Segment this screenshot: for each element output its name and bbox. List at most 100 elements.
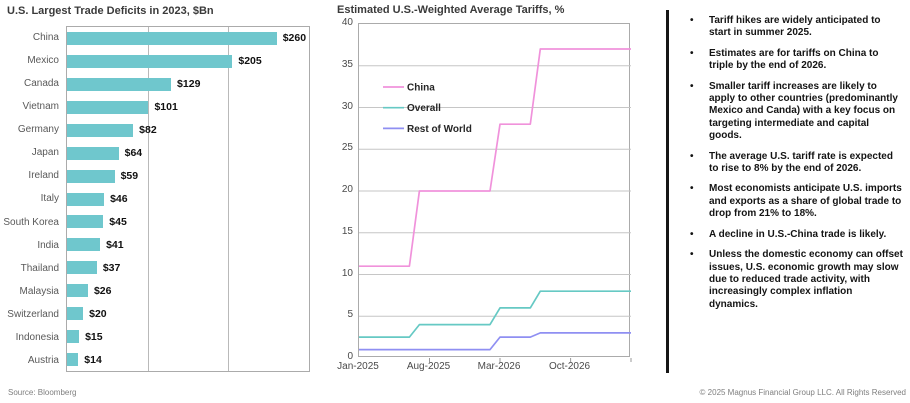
bar-india (67, 238, 101, 252)
line-chart-svg: China Overall Rest of World (359, 48, 632, 362)
bar-value-label: $20 (89, 307, 107, 320)
bar-row: $129 (67, 73, 309, 96)
bar-south-korea (67, 215, 104, 229)
bar-austria (67, 353, 79, 367)
bar-value-label: $14 (84, 353, 102, 366)
bar-italy (67, 192, 105, 206)
bar-row: $101 (67, 96, 309, 119)
bar-value-label: $82 (139, 124, 157, 137)
bar-germany (67, 123, 134, 137)
y-tick-label: 15 (341, 225, 353, 237)
y-tick-label: 30 (341, 100, 353, 112)
y-tick-label: 35 (341, 58, 353, 70)
bar-switzerland (67, 307, 84, 321)
y-tick-label: 20 (341, 184, 353, 195)
gridline-100 (147, 27, 149, 371)
commentary-bullet: Unless the domestic economy can offset i… (687, 249, 903, 311)
category-label: Italy (40, 193, 59, 205)
bar-china (67, 31, 277, 45)
bar-row: $26 (67, 279, 309, 302)
bar-japan (67, 146, 119, 160)
series-line-rest-of-world (359, 332, 631, 351)
commentary-bullet: Smaller tariff increases are likely to a… (687, 81, 903, 143)
legend-label-0: China (407, 83, 435, 94)
legend-label-1: Overall (407, 103, 441, 114)
vertical-divider (666, 10, 669, 373)
tariff-line-chart: Estimated U.S.-Weighted Average Tariffs,… (330, 0, 640, 403)
gridline-200 (228, 27, 230, 371)
y-tick-label: 25 (341, 142, 353, 154)
y-tick-label: 0 (347, 351, 353, 362)
commentary-bullet-list: Tariff hikes are widely anticipated to s… (687, 15, 903, 319)
commentary-bullet: Most economists anticipate U.S. imports … (687, 183, 903, 220)
category-label: Switzerland (7, 308, 59, 320)
x-tick-label: Mar-2026 (477, 361, 521, 372)
legend-label-2: Rest of World (407, 124, 472, 135)
bar-vietnam (67, 100, 149, 114)
y-tick-label: 5 (347, 309, 353, 321)
series-line-overall (359, 290, 631, 338)
line-chart-title: Estimated U.S.-Weighted Average Tariffs,… (337, 4, 565, 16)
bar-chart-category-axis: China Mexico Canada Vietnam Germany Japan Irel… (3, 26, 66, 372)
bar-value-label: $46 (110, 193, 128, 206)
bar-row: $64 (67, 142, 309, 165)
bar-value-label: $26 (93, 284, 112, 297)
bar-mexico (67, 54, 233, 68)
copyright-note: © 2025 Magnus Financial Group LLC. All R… (699, 388, 906, 397)
bar-chart-plot-area: $260 $205 $129 $101 $82 $64 $59 $46 $45 $41 $37 $26… (66, 26, 310, 372)
commentary-bullet: A decline in U.S.-China trade is likely. (687, 229, 903, 242)
bar-malaysia (67, 284, 88, 298)
commentary-bullet: The average U.S. tariff rate is expected… (687, 151, 903, 176)
bar-value-label: $59 (120, 170, 139, 183)
bar-value-label: $15 (85, 330, 103, 343)
bar-row: $260 (67, 27, 309, 50)
source-note: Source: Bloomberg (8, 388, 77, 397)
bar-thailand (67, 261, 97, 275)
bar-value-label: $129 (177, 78, 201, 91)
category-label: Germany (17, 124, 59, 136)
category-label: South Korea (3, 216, 59, 228)
bar-canada (67, 77, 172, 91)
category-label: Vietnam (22, 101, 59, 113)
bar-row: $59 (67, 165, 309, 188)
series-line-china (359, 48, 631, 268)
bar-value-label: $260 (282, 32, 307, 45)
bar-ireland (67, 169, 115, 183)
category-label: India (37, 239, 59, 251)
commentary-bullet: Tariff hikes are widely anticipated to s… (687, 15, 903, 40)
bar-value-label: $37 (102, 261, 121, 274)
bar-chart-title: U.S. Largest Trade Deficits in 2023, $Bn (7, 5, 214, 17)
bar-value-label: $41 (106, 238, 124, 251)
bar-row: $14 (67, 348, 309, 371)
y-tick-label: 40 (341, 17, 353, 28)
trade-deficit-bar-chart: China Mexico Canada Vietnam Germany Japan Irel… (3, 26, 310, 372)
category-label: Thailand (20, 262, 59, 274)
bar-value-label: $45 (109, 215, 127, 228)
bar-value-label: $64 (124, 147, 143, 160)
bar-row: $82 (67, 119, 309, 142)
category-label: Austria (27, 354, 59, 366)
category-label: China (32, 32, 59, 44)
bar-row: $45 (67, 211, 309, 234)
line-chart-plot-area: China Overall Rest of World (358, 23, 632, 362)
bar-row: $41 (67, 233, 309, 256)
category-label: Canada (23, 78, 59, 90)
category-label: Ireland (28, 170, 59, 182)
bar-value-label: $205 (238, 55, 262, 68)
category-label: Malaysia (19, 285, 59, 297)
bar-row: $46 (67, 188, 309, 211)
bar-row: $37 (67, 256, 309, 279)
bar-value-label: $101 (154, 101, 178, 114)
x-tick-label: Aug-2025 (406, 361, 451, 372)
x-tick-label: Oct-2026 (548, 361, 591, 372)
bar-indonesia (67, 330, 80, 344)
category-label: Japan (31, 147, 59, 159)
x-tick-label: Jan-2025 (337, 361, 379, 372)
y-tick-label: 10 (341, 267, 353, 279)
bar-row: $20 (67, 302, 309, 325)
category-label: Indonesia (15, 331, 59, 343)
commentary-bullet: Estimates are for tariffs on China to tr… (687, 48, 903, 73)
bar-row: $15 (67, 325, 309, 348)
category-label: Mexico (27, 55, 59, 67)
